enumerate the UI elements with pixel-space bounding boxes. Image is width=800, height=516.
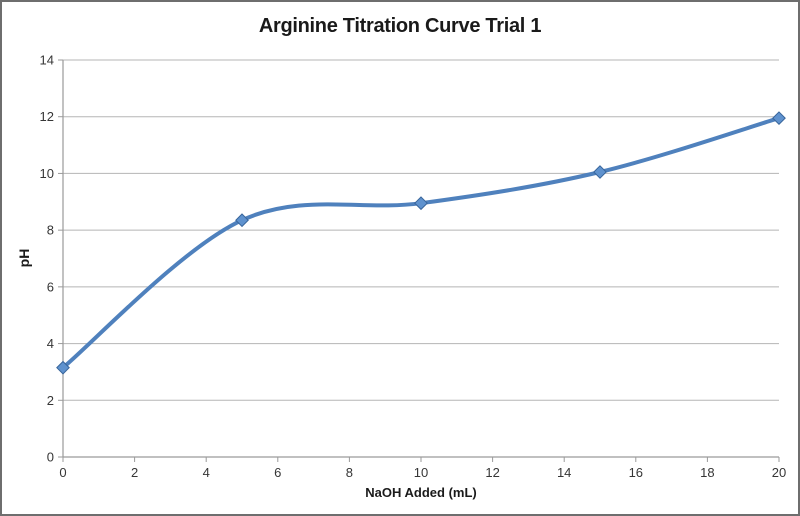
x-tick-label: 16 (629, 465, 643, 480)
x-tick-label: 0 (59, 465, 66, 480)
y-tick-label: 8 (47, 223, 54, 238)
y-tick-label: 2 (47, 393, 54, 408)
x-tick-label: 18 (700, 465, 714, 480)
series-line (61, 116, 781, 370)
x-tick-label: 14 (557, 465, 571, 480)
x-tick-label: 20 (772, 465, 786, 480)
data-point-marker (414, 196, 428, 211)
y-tick-label: 12 (40, 109, 54, 124)
x-tick-label: 10 (414, 465, 428, 480)
data-point-marker (772, 111, 786, 126)
y-tick-label: 10 (40, 166, 54, 181)
x-tick-label: 12 (485, 465, 499, 480)
x-tick-label: 2 (131, 465, 138, 480)
y-tick-label: 6 (47, 279, 54, 294)
data-point-marker (56, 360, 70, 375)
y-tick-label: 4 (47, 336, 54, 351)
data-point-marker (593, 165, 607, 179)
data-point-marker (235, 213, 249, 228)
chart-title: Arginine Titration Curve Trial 1 (258, 15, 542, 37)
y-tick-label: 0 (47, 450, 54, 465)
y-axis-title: pH (16, 248, 32, 268)
x-tick-label: 6 (274, 465, 281, 480)
y-tick-label: 14 (40, 53, 54, 68)
x-tick-label: 8 (346, 465, 353, 480)
x-axis-title: NaOH Added (mL) (365, 485, 477, 500)
x-tick-label: 4 (203, 465, 210, 480)
